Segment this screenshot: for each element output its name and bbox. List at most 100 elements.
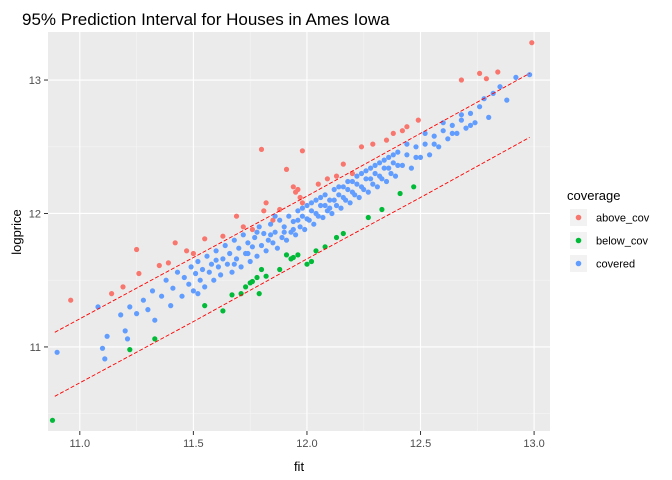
point-above_cov <box>399 128 405 134</box>
point-covered <box>372 170 378 177</box>
point-above_cov <box>283 166 290 172</box>
point-covered <box>399 162 405 168</box>
point-above_cov <box>184 248 190 254</box>
point-covered <box>408 165 414 171</box>
point-covered <box>252 234 258 241</box>
point-covered <box>347 200 353 206</box>
point-covered <box>195 291 201 297</box>
point-covered <box>181 274 187 281</box>
point-covered <box>140 297 146 303</box>
point-covered <box>218 272 224 278</box>
point-covered <box>463 125 469 131</box>
point-above_cov <box>299 200 305 206</box>
point-covered <box>249 244 255 250</box>
point-covered <box>322 192 328 198</box>
point-covered <box>458 112 464 118</box>
legend-label-above_cov: above_cov <box>596 213 650 225</box>
x-tick-label: 11.0 <box>70 438 91 450</box>
point-below_cov <box>277 266 283 273</box>
point-covered <box>331 186 337 193</box>
point-covered <box>199 266 206 273</box>
point-covered <box>374 184 380 190</box>
point-covered <box>370 181 376 187</box>
point-covered <box>258 242 265 249</box>
point-covered <box>168 303 174 309</box>
point-covered <box>256 224 262 230</box>
point-covered <box>417 154 424 160</box>
point-above_cov <box>172 240 178 246</box>
point-covered <box>174 269 181 275</box>
point-covered <box>320 214 326 221</box>
point-covered <box>358 170 365 177</box>
point-covered <box>345 178 351 185</box>
point-below_cov <box>254 274 260 281</box>
point-above_cov <box>240 224 246 230</box>
point-covered <box>390 152 396 158</box>
plot-panel <box>48 32 550 431</box>
point-covered <box>340 194 346 201</box>
point-covered <box>127 304 133 310</box>
point-above_cov <box>333 173 340 179</box>
point-above_cov <box>68 297 74 303</box>
point-covered <box>358 184 365 190</box>
legend-title: coverage <box>567 188 620 203</box>
point-above_cov <box>297 194 303 201</box>
point-above_cov <box>483 76 489 82</box>
x-axis-title: fit <box>294 459 305 474</box>
point-covered <box>390 160 396 166</box>
point-covered <box>318 194 324 201</box>
point-covered <box>295 208 301 214</box>
minor-gridlines <box>48 32 550 431</box>
point-covered <box>377 173 383 179</box>
point-above_cov <box>340 161 346 167</box>
point-below_cov <box>295 252 301 258</box>
point-covered <box>245 250 251 257</box>
point-covered <box>454 130 460 136</box>
point-covered <box>99 345 106 351</box>
point-covered <box>527 72 533 78</box>
point-above_cov <box>277 206 283 213</box>
point-covered <box>381 157 387 163</box>
point-above_cov <box>383 137 390 143</box>
point-covered <box>202 284 208 290</box>
upper-interval-line <box>54 73 530 333</box>
point-covered <box>163 277 169 283</box>
point-above_cov <box>233 213 240 219</box>
point-covered <box>277 217 283 223</box>
point-above_cov <box>358 144 365 150</box>
point-covered <box>240 232 246 238</box>
point-covered <box>377 160 383 166</box>
point-covered <box>338 205 344 211</box>
point-covered <box>222 242 228 249</box>
point-covered <box>365 189 371 195</box>
point-covered <box>206 269 212 275</box>
point-covered <box>467 110 474 116</box>
point-below_cov <box>365 214 371 221</box>
point-below_cov <box>333 234 340 241</box>
point-covered <box>186 281 192 287</box>
point-covered <box>345 186 351 193</box>
point-below_cov <box>411 184 417 190</box>
point-covered <box>272 229 278 235</box>
point-covered <box>215 264 221 270</box>
point-covered <box>204 253 210 259</box>
point-above_cov <box>136 270 142 277</box>
point-covered <box>268 221 274 227</box>
point-covered <box>227 250 233 257</box>
point-covered <box>313 197 319 203</box>
point-covered <box>197 277 203 283</box>
point-covered <box>233 256 240 262</box>
point-above_cov <box>370 141 376 147</box>
point-covered <box>124 336 131 342</box>
point-covered <box>327 197 333 203</box>
point-covered <box>395 162 401 168</box>
point-below_cov <box>243 284 249 290</box>
point-above_cov <box>315 181 321 187</box>
point-covered <box>159 293 165 299</box>
point-above_cov <box>249 226 255 233</box>
point-covered <box>449 130 455 136</box>
point-covered <box>279 234 285 241</box>
point-covered <box>281 224 287 230</box>
point-covered <box>224 261 230 267</box>
